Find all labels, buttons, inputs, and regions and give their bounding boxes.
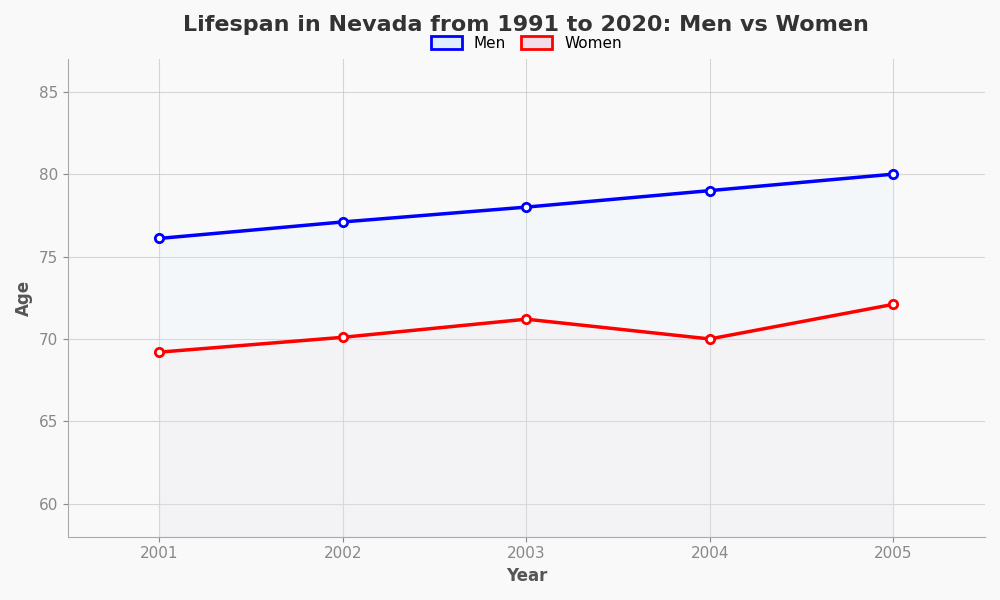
Legend: Men, Women: Men, Women [423, 28, 629, 59]
Y-axis label: Age: Age [15, 280, 33, 316]
Title: Lifespan in Nevada from 1991 to 2020: Men vs Women: Lifespan in Nevada from 1991 to 2020: Me… [183, 15, 869, 35]
X-axis label: Year: Year [506, 567, 547, 585]
